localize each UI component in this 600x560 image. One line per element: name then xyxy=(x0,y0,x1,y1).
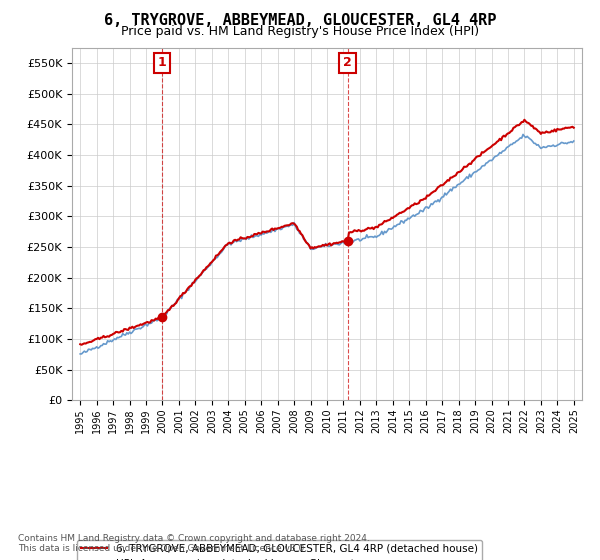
Text: Price paid vs. HM Land Registry's House Price Index (HPI): Price paid vs. HM Land Registry's House … xyxy=(121,25,479,38)
Text: 2: 2 xyxy=(343,57,352,69)
Text: 1: 1 xyxy=(158,57,166,69)
Legend: 6, TRYGROVE, ABBEYMEAD, GLOUCESTER, GL4 4RP (detached house), HPI: Average price: 6, TRYGROVE, ABBEYMEAD, GLOUCESTER, GL4 … xyxy=(77,540,482,560)
Text: Contains HM Land Registry data © Crown copyright and database right 2024.
This d: Contains HM Land Registry data © Crown c… xyxy=(18,534,370,553)
Text: 6, TRYGROVE, ABBEYMEAD, GLOUCESTER, GL4 4RP: 6, TRYGROVE, ABBEYMEAD, GLOUCESTER, GL4 … xyxy=(104,13,496,28)
